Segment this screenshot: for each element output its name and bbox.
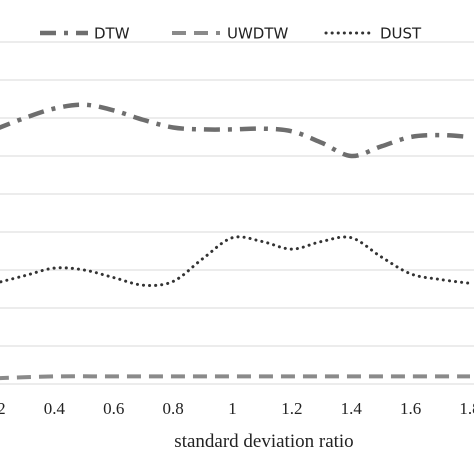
x-tick-label: 1 — [228, 399, 237, 418]
x-tick-label: 1.4 — [341, 399, 363, 418]
x-axis-title: standard deviation ratio — [174, 431, 353, 452]
x-tick-label: 1.8 — [459, 399, 474, 418]
series-line-dust — [0, 235, 472, 287]
plot-area — [0, 102, 472, 381]
grid-lines — [0, 41, 474, 385]
x-tick-label: 1.6 — [400, 399, 421, 418]
legend-label-uwdtw: UWDTW — [227, 25, 289, 43]
legend-label-dtw: DTW — [94, 25, 130, 43]
x-tick-label: 1.2 — [281, 399, 302, 418]
x-tick-label: 0.6 — [103, 399, 124, 418]
x-tick-label: 0.8 — [163, 399, 184, 418]
series-line-dtw — [0, 102, 471, 159]
legend-label-dust: DUST — [380, 25, 422, 43]
series-line-uwdtw — [0, 374, 470, 381]
x-tick-label: 0.4 — [44, 399, 66, 418]
x-axis-tick-labels: 0.2 0.4 0.6 0.8 1 1.2 1.4 1.6 1.8 — [0, 399, 474, 418]
x-tick-label: 0.2 — [0, 399, 6, 418]
legend: DTW UWDTW DUST — [40, 25, 422, 43]
